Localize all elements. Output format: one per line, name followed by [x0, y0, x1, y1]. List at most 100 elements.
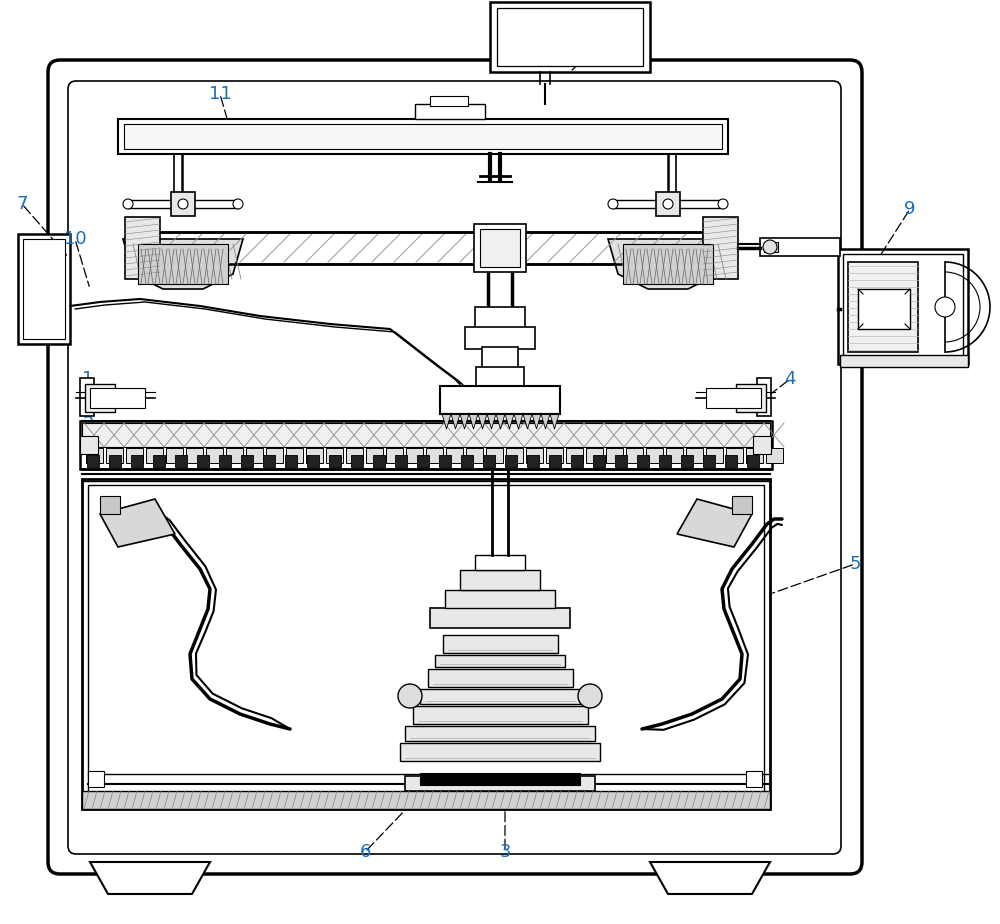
- Bar: [400, 743, 600, 761]
- Bar: [153, 455, 165, 467]
- Bar: [615, 455, 627, 467]
- Bar: [474, 224, 526, 272]
- Polygon shape: [442, 414, 451, 429]
- Bar: [82, 479, 770, 809]
- Bar: [266, 448, 283, 463]
- Bar: [435, 655, 565, 667]
- Bar: [613, 200, 723, 208]
- Bar: [131, 455, 143, 467]
- Bar: [482, 347, 518, 369]
- Bar: [88, 771, 104, 787]
- Bar: [206, 448, 223, 463]
- Bar: [386, 448, 403, 463]
- Bar: [329, 455, 341, 467]
- Bar: [430, 608, 570, 628]
- Polygon shape: [123, 239, 243, 289]
- Bar: [571, 455, 583, 467]
- Bar: [219, 455, 231, 467]
- Bar: [446, 448, 463, 463]
- Polygon shape: [677, 499, 752, 547]
- Bar: [466, 448, 483, 463]
- Bar: [725, 455, 737, 467]
- Text: 1: 1: [82, 370, 94, 388]
- Polygon shape: [478, 414, 487, 429]
- Circle shape: [578, 684, 602, 708]
- Bar: [128, 200, 238, 208]
- Bar: [413, 706, 588, 724]
- Bar: [118, 119, 728, 154]
- Bar: [659, 455, 671, 467]
- Bar: [109, 455, 121, 467]
- Bar: [18, 234, 70, 344]
- Bar: [420, 773, 580, 785]
- Bar: [486, 448, 503, 463]
- Bar: [148, 232, 703, 264]
- Bar: [646, 448, 663, 463]
- Bar: [703, 217, 738, 279]
- Polygon shape: [451, 414, 460, 429]
- Bar: [241, 455, 253, 467]
- Polygon shape: [496, 414, 505, 429]
- Bar: [85, 384, 115, 412]
- Polygon shape: [550, 414, 559, 429]
- Bar: [497, 8, 643, 66]
- Bar: [87, 455, 99, 467]
- Bar: [82, 423, 770, 447]
- Bar: [351, 455, 363, 467]
- Bar: [706, 388, 761, 408]
- Bar: [263, 455, 275, 467]
- Bar: [186, 448, 203, 463]
- Bar: [440, 386, 560, 414]
- Bar: [443, 635, 558, 653]
- Bar: [461, 455, 473, 467]
- Bar: [480, 229, 520, 267]
- Bar: [417, 455, 429, 467]
- Bar: [346, 448, 363, 463]
- Bar: [246, 448, 263, 463]
- Bar: [126, 448, 143, 463]
- Bar: [90, 388, 145, 408]
- Text: 2: 2: [82, 415, 94, 433]
- Bar: [428, 669, 573, 687]
- Bar: [746, 771, 762, 787]
- Bar: [666, 448, 683, 463]
- Polygon shape: [523, 414, 532, 429]
- Circle shape: [398, 684, 422, 708]
- Bar: [80, 378, 94, 416]
- Bar: [483, 455, 495, 467]
- Bar: [566, 448, 583, 463]
- Bar: [637, 455, 649, 467]
- Bar: [476, 367, 524, 389]
- Circle shape: [718, 199, 728, 209]
- Bar: [373, 455, 385, 467]
- Bar: [420, 689, 580, 704]
- Bar: [764, 242, 778, 252]
- Polygon shape: [487, 414, 496, 429]
- Bar: [726, 448, 743, 463]
- Bar: [757, 378, 771, 416]
- Bar: [307, 455, 319, 467]
- Circle shape: [608, 199, 618, 209]
- Text: 5: 5: [849, 555, 861, 573]
- FancyBboxPatch shape: [48, 60, 862, 874]
- Polygon shape: [532, 414, 541, 429]
- Bar: [106, 448, 123, 463]
- Bar: [753, 436, 771, 454]
- Bar: [703, 455, 715, 467]
- Bar: [405, 726, 595, 741]
- Bar: [606, 448, 623, 463]
- Bar: [395, 455, 407, 467]
- Bar: [549, 455, 561, 467]
- Bar: [505, 455, 517, 467]
- Bar: [286, 448, 303, 463]
- Text: 7: 7: [16, 195, 28, 213]
- Bar: [175, 455, 187, 467]
- Bar: [171, 192, 195, 216]
- Bar: [146, 448, 163, 463]
- Bar: [475, 307, 525, 329]
- Polygon shape: [541, 414, 550, 429]
- Text: 6: 6: [359, 843, 371, 861]
- Polygon shape: [505, 414, 514, 429]
- Bar: [426, 448, 443, 463]
- Text: 8: 8: [614, 15, 626, 33]
